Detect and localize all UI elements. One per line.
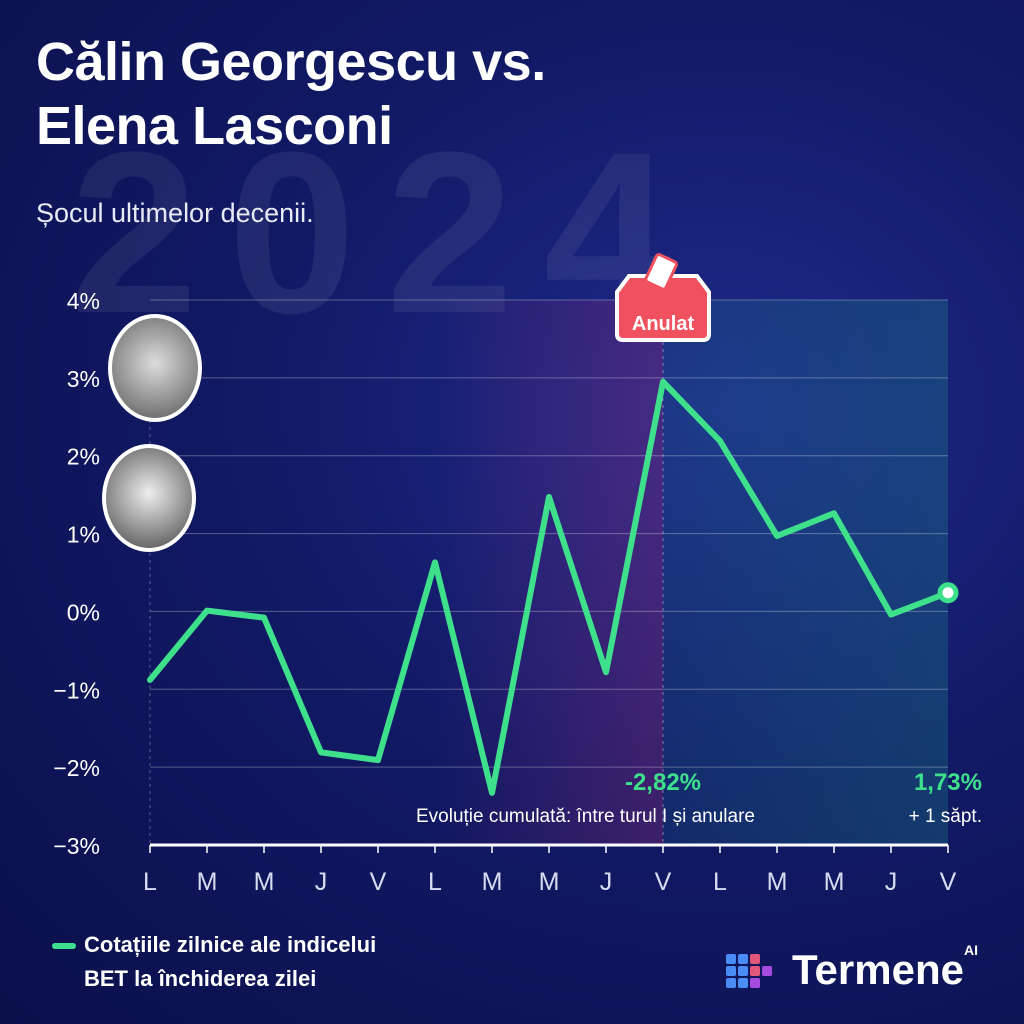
cube-logo-icon [726,954,772,988]
y-tick-label: −2% [53,755,100,781]
x-tick-label: J [885,868,898,896]
legend-swatch [52,943,76,949]
page-title: Călin Georgescu vs. Elena Lasconi [36,30,546,158]
x-tick-label: L [428,868,442,896]
termene-logo: Termene AI [726,942,978,994]
x-tick-label: V [655,868,672,896]
x-tick-label: M [197,868,218,896]
x-tick-label: L [143,868,157,896]
annulled-badge-label: Anulat [632,313,695,335]
after-annulment-label: + 1 săpt. [909,806,982,827]
x-tick-label: V [370,868,387,896]
x-tick-label: M [254,868,275,896]
candidate-photo-georgescu [108,314,202,422]
x-tick-label: J [315,868,328,896]
period-band-between-rounds [435,300,663,845]
data-point [937,582,959,604]
x-tick-label: V [940,868,957,896]
x-tick-label: M [767,868,788,896]
legend-label-1: Cotațiile zilnice ale indicelui [84,932,377,957]
annulled-badge [615,253,711,342]
y-tick-label: 0% [67,599,100,625]
title-line-2: Elena Lasconi [36,96,393,156]
title-line-1: Călin Georgescu vs. [36,32,546,92]
x-tick-label: M [539,868,560,896]
y-tick-label: 4% [67,288,100,314]
period-band-after-annulment [663,300,948,845]
subtitle: Șocul ultimelor decenii. [36,198,314,228]
y-tick-label: −3% [53,833,100,859]
legend: Cotațiile zilnice ale indicelui BET la î… [52,928,376,996]
bet-index-line [147,378,951,796]
between-rounds-value: -2,82% [625,769,701,796]
x-tick-label: M [482,868,503,896]
x-tick-label: J [600,868,613,896]
y-tick-label: 1% [67,522,100,548]
after-annulment-value: 1,73% [914,769,982,796]
between-rounds-label: Evoluție cumulată: între turul I și anul… [416,806,755,827]
x-tick-label: M [824,868,845,896]
logo-text: Termene [792,946,964,993]
logo-suffix: AI [963,942,978,958]
candidate-photo-lasconi [102,444,196,552]
legend-label-2: BET la închiderea zilei [84,966,317,991]
y-tick-label: 2% [67,444,100,470]
x-tick-label: L [713,868,727,896]
y-tick-label: 3% [67,366,100,392]
y-tick-label: −1% [53,677,100,703]
